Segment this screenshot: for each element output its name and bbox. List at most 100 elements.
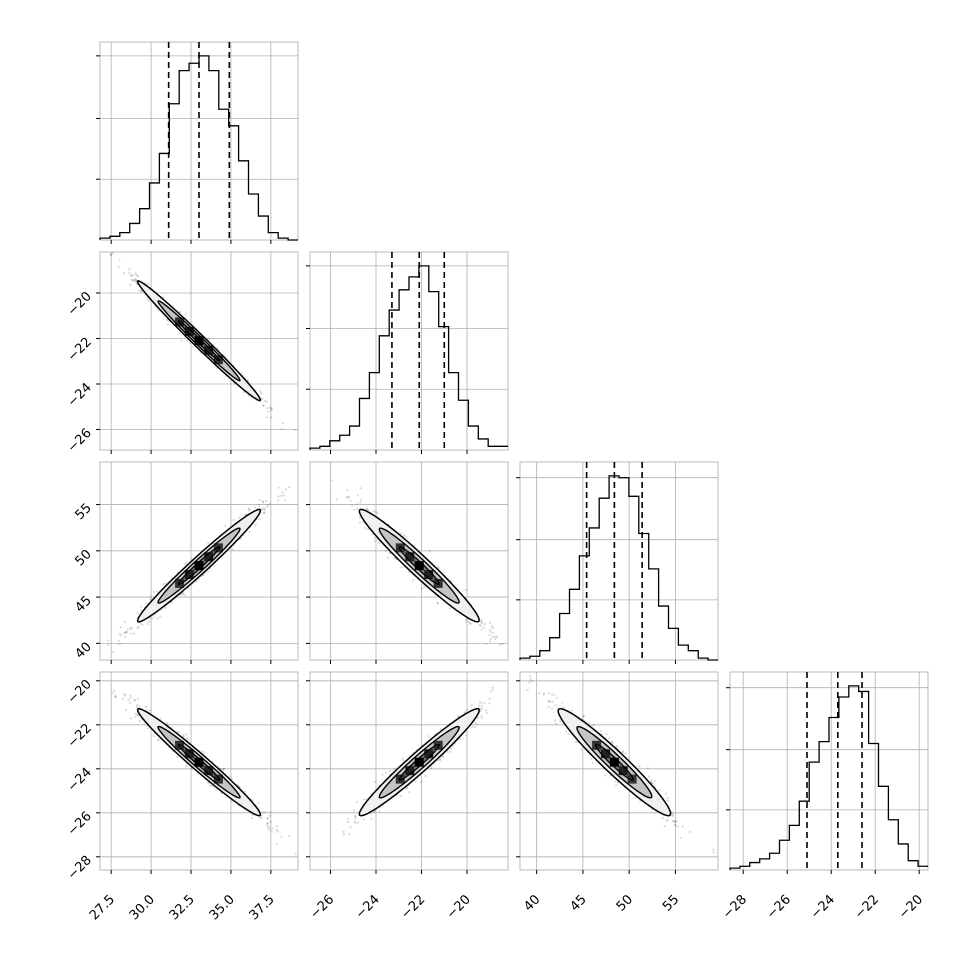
scatter-point [215, 788, 218, 791]
scatter-point [673, 820, 676, 823]
scatter-point [132, 279, 135, 282]
scatter-point [401, 757, 404, 760]
scatter-point [130, 278, 133, 282]
scatter-point [114, 694, 117, 697]
contour-line [398, 743, 440, 781]
scatter-point [489, 628, 492, 631]
density-block [405, 766, 415, 776]
scatter-point [266, 407, 269, 410]
scatter-point [399, 794, 402, 797]
x-tick-label: 50 [614, 892, 636, 914]
y-tick-label: −26 [65, 809, 95, 839]
scatter-point [353, 809, 356, 812]
scatter-point [221, 768, 224, 772]
scatter-point [366, 508, 369, 511]
scatter-point [263, 511, 266, 514]
scatter-point [587, 722, 590, 725]
panel-frame [309, 251, 509, 451]
panel-frame [519, 671, 719, 871]
scatter-point [353, 508, 356, 511]
scatter-point [123, 694, 127, 697]
scatter-point [564, 730, 568, 733]
scatter-point [266, 416, 269, 419]
scatter-point [673, 823, 677, 826]
scatter-panel-1-3 [306, 671, 509, 874]
scatter-point [400, 566, 403, 569]
scatter-point [354, 814, 357, 818]
scatter-point [281, 491, 284, 494]
scatter-point [342, 833, 345, 836]
scatter-point [162, 582, 165, 586]
scatter-point [250, 816, 253, 820]
scatter-point [408, 791, 411, 794]
scatter-point [501, 643, 504, 646]
scatter-point [436, 602, 439, 605]
scatter-point [480, 701, 483, 704]
panel-frame [99, 671, 299, 871]
x-tick-label: 40 [521, 892, 543, 914]
x-tick-label: −24 [808, 892, 838, 922]
scatter-point [129, 717, 133, 720]
scatter-point [293, 428, 296, 431]
scatter-point [260, 814, 263, 817]
scatter-point [676, 825, 680, 828]
scatter-point [666, 799, 669, 802]
y-tick-label: 40 [73, 640, 95, 662]
scatter-point [491, 635, 494, 638]
scatter-point [388, 551, 391, 555]
scatter-point [561, 701, 564, 704]
scatter-point [439, 759, 442, 762]
scatter-point [125, 630, 128, 634]
scatter-point [261, 501, 265, 504]
scatter-point [269, 811, 272, 814]
scatter-point [112, 651, 115, 654]
scatter-point [582, 715, 585, 718]
scatter-point [538, 692, 541, 695]
scatter-point [553, 694, 556, 697]
scatter-point [206, 570, 210, 573]
contour-line [177, 546, 221, 586]
scatter-point [615, 783, 618, 787]
scatter-point [230, 799, 233, 803]
scatter-point [465, 734, 468, 737]
x-tick-label: −20 [444, 892, 474, 922]
contour-line [358, 508, 480, 623]
scatter-point [484, 709, 487, 712]
scatter-point [118, 258, 121, 261]
scatter-point [483, 702, 486, 705]
x-tick-label: 30.0 [127, 892, 158, 923]
scatter-point [488, 702, 491, 705]
scatter-point [183, 562, 186, 566]
scatter-point [570, 709, 573, 712]
density-block [627, 774, 637, 784]
scatter-point [480, 621, 483, 624]
scatter-point [263, 508, 266, 512]
scatter-point [424, 774, 427, 777]
scatter-point [349, 826, 352, 829]
scatter-point [412, 579, 415, 582]
scatter-point [675, 820, 678, 823]
scatter-point [663, 825, 666, 828]
panel-frame [309, 461, 509, 661]
density-block [395, 774, 405, 784]
scatter-point [122, 693, 125, 696]
scatter-point [156, 590, 159, 593]
scatter-point [118, 632, 121, 635]
scatter-point [551, 693, 554, 696]
scatter-point [267, 410, 270, 413]
scatter-point [135, 705, 138, 709]
density-block [424, 570, 434, 580]
scatter-point [136, 612, 140, 615]
scatter-point [356, 821, 359, 824]
scatter-point [622, 750, 625, 753]
scatter-point [478, 623, 481, 627]
scatter-point [261, 500, 264, 503]
density-block [194, 336, 204, 346]
scatter-point [488, 697, 491, 700]
contour-line [378, 725, 460, 799]
scatter-point [405, 536, 408, 539]
scatter-point [358, 521, 361, 524]
scatter-point [111, 691, 114, 695]
scatter-point [408, 571, 411, 574]
scatter-point [114, 695, 117, 699]
